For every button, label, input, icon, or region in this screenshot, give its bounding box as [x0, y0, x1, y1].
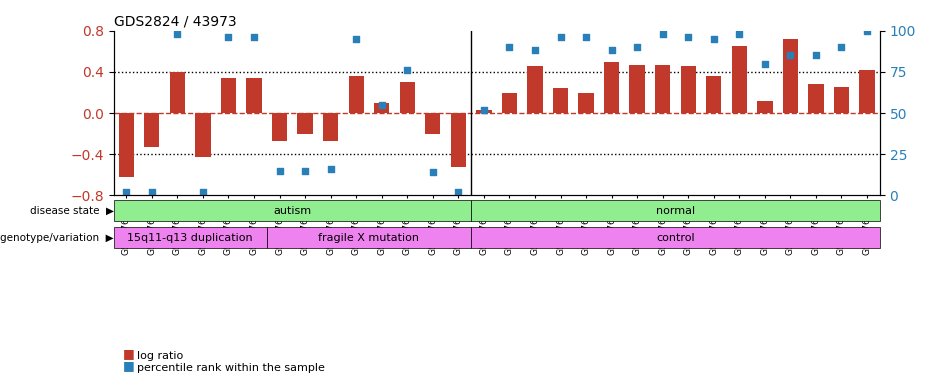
Point — [272, 168, 288, 174]
Bar — [144, 113, 160, 147]
FancyBboxPatch shape — [471, 200, 880, 221]
Text: percentile rank within the sample: percentile rank within the sample — [137, 362, 325, 372]
Point — [195, 189, 210, 195]
Text: disease state  ▶: disease state ▶ — [29, 206, 114, 216]
Text: log ratio: log ratio — [137, 351, 184, 361]
Bar — [655, 65, 671, 113]
Bar — [425, 113, 441, 134]
Bar — [323, 113, 339, 141]
Point — [298, 168, 313, 174]
Point — [707, 36, 722, 42]
Bar — [706, 76, 722, 113]
Text: normal: normal — [656, 206, 695, 216]
Bar — [297, 113, 313, 134]
Bar — [782, 39, 798, 113]
Point — [553, 34, 569, 40]
Bar — [501, 93, 517, 113]
Point — [349, 36, 364, 42]
Bar — [578, 93, 594, 113]
Bar — [731, 46, 747, 113]
Point — [732, 31, 747, 37]
Point — [246, 34, 261, 40]
Text: control: control — [657, 233, 694, 243]
Bar — [195, 113, 211, 157]
Bar — [552, 88, 569, 113]
Bar — [859, 70, 875, 113]
Point — [426, 169, 441, 175]
Point — [221, 34, 236, 40]
Text: ■: ■ — [123, 347, 134, 360]
Bar — [169, 72, 185, 113]
FancyBboxPatch shape — [114, 200, 471, 221]
Point — [783, 52, 798, 58]
Bar — [220, 78, 236, 113]
Text: fragile X mutation: fragile X mutation — [319, 233, 419, 243]
Text: ■: ■ — [123, 359, 134, 372]
Bar — [757, 101, 773, 113]
Bar — [399, 82, 415, 113]
Point — [118, 189, 134, 195]
Point — [144, 189, 159, 195]
Point — [375, 102, 390, 108]
Point — [528, 47, 543, 53]
FancyBboxPatch shape — [114, 227, 267, 248]
Bar — [476, 110, 492, 113]
Bar — [348, 76, 364, 113]
Point — [834, 44, 850, 50]
Point — [170, 31, 185, 37]
Bar — [246, 78, 262, 113]
Bar — [527, 66, 543, 113]
Bar — [680, 66, 696, 113]
Point — [324, 166, 339, 172]
Bar — [604, 61, 620, 113]
Point — [860, 28, 875, 34]
Text: GDS2824 / 43973: GDS2824 / 43973 — [114, 14, 236, 28]
Bar — [808, 84, 824, 113]
Point — [758, 61, 773, 67]
Point — [579, 34, 594, 40]
Point — [451, 189, 466, 195]
Bar — [629, 65, 645, 113]
FancyBboxPatch shape — [267, 227, 471, 248]
Point — [400, 67, 415, 73]
Point — [656, 31, 671, 37]
FancyBboxPatch shape — [471, 227, 880, 248]
Bar — [272, 113, 288, 141]
Point — [477, 107, 492, 113]
Point — [681, 34, 696, 40]
Text: genotype/variation  ▶: genotype/variation ▶ — [0, 233, 114, 243]
Point — [809, 52, 824, 58]
Bar — [118, 113, 134, 177]
Point — [604, 47, 620, 53]
Bar — [833, 87, 850, 113]
Text: autism: autism — [273, 206, 311, 216]
Point — [501, 44, 517, 50]
Text: 15q11-q13 duplication: 15q11-q13 duplication — [128, 233, 253, 243]
Bar — [450, 113, 466, 167]
Bar — [374, 103, 390, 113]
Point — [630, 44, 645, 50]
